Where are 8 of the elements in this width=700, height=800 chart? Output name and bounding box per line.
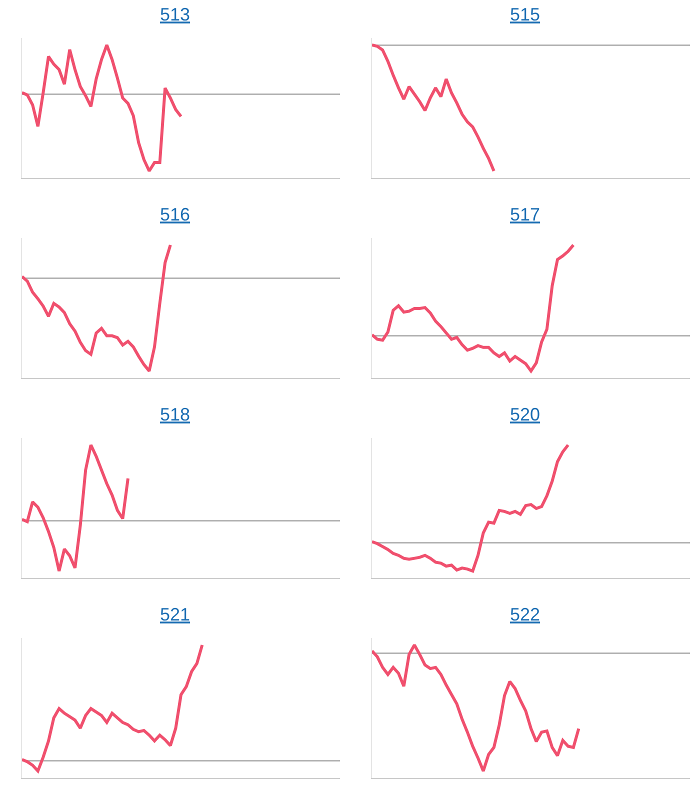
chart-title: 518: [160, 404, 190, 425]
chart-title: 520: [510, 404, 540, 425]
chart-title: 517: [510, 204, 540, 225]
chart-title: 515: [510, 4, 540, 25]
chart-title: 516: [160, 204, 190, 225]
chart-title: 513: [160, 4, 190, 25]
chart-title: 522: [510, 604, 540, 625]
chart-title: 521: [160, 604, 190, 625]
